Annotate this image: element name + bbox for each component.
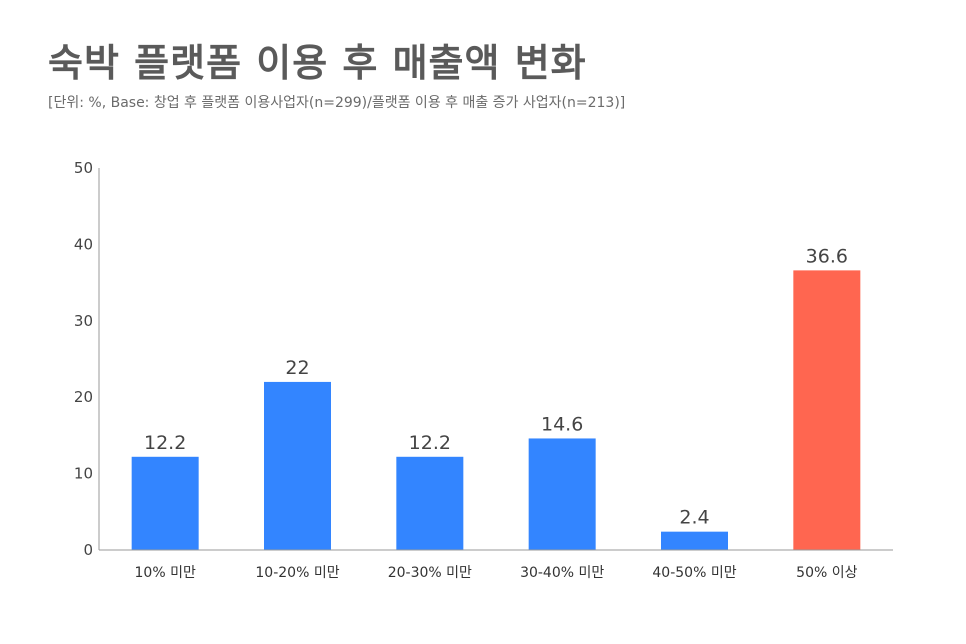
x-category-label: 30-40% 미만 — [520, 565, 604, 581]
category-labels-group: 10% 미만 10-20% 미만 20-30% 미만 30-40% 미만 40-50% … — [135, 565, 858, 581]
chart-title: 숙박 플랫폼 이용 후 매출액 변화 — [48, 41, 587, 85]
y-tick-label: 20 — [74, 388, 93, 406]
x-category-label: 40-50% 미만 — [652, 565, 736, 581]
bars-group — [131, 270, 861, 550]
y-tick-label: 10 — [74, 465, 93, 483]
chart-subtitle: [단위: %, Base: 창업 후 플랫폼 이용사업자(n=299)/플랫폼 … — [48, 95, 626, 111]
bar-value-label: 22 — [285, 357, 309, 379]
bar-value-label: 12.2 — [409, 432, 451, 454]
y-tick-label: 40 — [74, 235, 93, 253]
bar-value-label: 2.4 — [679, 507, 709, 529]
y-tick-label: 30 — [74, 312, 93, 330]
y-tick-label: 0 — [83, 541, 93, 559]
value-labels-group: 12.2 22 12.2 14.6 2.4 36.6 — [144, 245, 848, 528]
bar-value-label: 14.6 — [541, 413, 583, 435]
x-category-label: 50% 이상 — [796, 565, 857, 581]
bar-value-label: 12.2 — [144, 432, 186, 454]
bar — [661, 531, 728, 550]
x-category-label: 10-20% 미만 — [255, 565, 339, 581]
bar — [396, 456, 464, 550]
x-category-label: 20-30% 미만 — [388, 565, 472, 581]
x-category-label: 10% 미만 — [135, 565, 196, 581]
bar — [264, 381, 331, 550]
bar — [131, 456, 199, 550]
bar-value-label: 36.6 — [806, 245, 848, 267]
bar — [528, 438, 596, 550]
y-tick-label: 50 — [74, 159, 93, 177]
y-axis-ticks: 0 10 20 30 40 50 — [74, 159, 93, 559]
bar — [793, 270, 861, 550]
